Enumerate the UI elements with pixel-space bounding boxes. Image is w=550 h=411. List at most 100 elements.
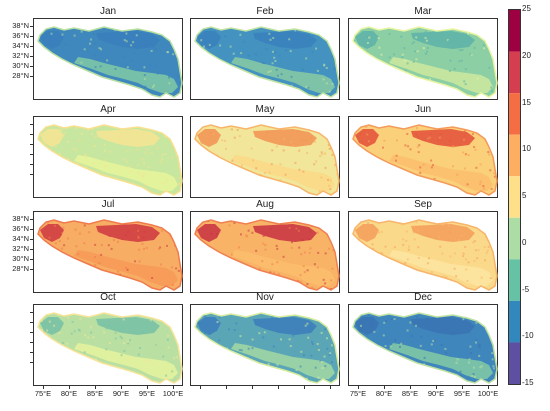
texture-speck	[353, 39, 355, 42]
lat-tick	[30, 46, 33, 47]
texture-speck	[379, 380, 382, 382]
south-region	[389, 155, 493, 191]
texture-speck	[471, 133, 474, 136]
texture-speck	[94, 66, 97, 69]
texture-speck	[127, 143, 130, 146]
texture-speck	[98, 47, 101, 50]
texture-speck	[386, 75, 389, 78]
texture-speck	[224, 139, 226, 142]
texture-speck	[321, 153, 324, 156]
texture-speck	[222, 357, 225, 360]
colorbar-segment	[509, 300, 520, 343]
texture-speck	[388, 186, 391, 189]
lon-tick-label: 100°E	[477, 389, 499, 398]
texture-speck	[180, 155, 182, 157]
lon-tick-label: 95°E	[138, 389, 156, 398]
texture-speck	[271, 149, 274, 152]
texture-speck	[340, 257, 341, 259]
texture-speck	[238, 135, 241, 138]
texture-speck	[210, 368, 213, 370]
texture-speck	[43, 31, 46, 34]
texture-speck	[459, 49, 462, 52]
map-panel-jun: Jun	[348, 104, 498, 198]
texture-speck	[425, 39, 428, 42]
texture-speck	[47, 371, 50, 374]
texture-speck	[156, 72, 159, 75]
texture-speck	[441, 279, 444, 282]
texture-speck	[292, 145, 295, 147]
texture-speck	[377, 172, 380, 175]
texture-speck	[391, 379, 394, 382]
texture-speck	[325, 82, 328, 85]
texture-speck	[59, 129, 62, 132]
texture-speck	[393, 92, 396, 95]
texture-speck	[449, 140, 452, 142]
texture-speck	[94, 279, 97, 282]
texture-speck	[418, 79, 421, 82]
texture-speck	[437, 139, 440, 142]
texture-speck	[322, 117, 324, 119]
texture-speck	[432, 212, 434, 214]
texture-speck	[227, 92, 230, 95]
texture-speck	[261, 277, 263, 280]
texture-speck	[141, 158, 143, 161]
colorbar-segment	[509, 93, 520, 135]
texture-speck	[172, 53, 175, 56]
texture-speck	[276, 247, 279, 250]
texture-speck	[66, 260, 69, 263]
texture-speck	[430, 343, 433, 346]
texture-speck	[224, 66, 227, 69]
texture-speck	[476, 257, 479, 260]
lon-tick-label: 90°E	[112, 389, 130, 398]
texture-speck	[390, 216, 392, 218]
texture-speck	[326, 31, 329, 34]
texture-speck	[303, 271, 306, 274]
plateau-map	[194, 312, 340, 384]
plateau-map	[194, 117, 340, 196]
texture-speck	[472, 121, 474, 123]
texture-speck	[441, 252, 444, 255]
texture-speck	[141, 176, 144, 178]
texture-speck	[400, 35, 403, 38]
texture-speck	[445, 185, 447, 188]
texture-speck	[426, 324, 429, 327]
texture-speck	[145, 19, 147, 21]
texture-speck	[298, 246, 301, 249]
texture-speck	[439, 309, 441, 311]
texture-speck	[335, 138, 338, 141]
texture-speck	[360, 58, 363, 61]
texture-speck	[273, 271, 276, 274]
texture-speck	[406, 258, 409, 261]
texture-speck	[466, 280, 469, 282]
texture-speck	[387, 216, 389, 218]
panel-title: Apr	[100, 104, 116, 115]
texture-speck	[377, 37, 380, 40]
colorbar-tick-label: -5	[522, 284, 530, 294]
texture-speck	[299, 365, 302, 368]
texture-speck	[46, 192, 49, 195]
texture-speck	[251, 231, 254, 234]
texture-speck	[231, 94, 234, 97]
texture-speck	[470, 220, 473, 221]
texture-speck	[78, 232, 81, 235]
texture-speck	[114, 331, 117, 334]
texture-speck	[470, 53, 473, 56]
texture-speck	[34, 285, 36, 287]
texture-speck	[195, 250, 196, 252]
map-frame	[190, 304, 340, 386]
texture-speck	[50, 156, 52, 159]
texture-speck	[271, 263, 274, 266]
texture-speck	[491, 358, 494, 361]
texture-speck	[93, 42, 96, 45]
texture-speck	[452, 313, 455, 315]
texture-speck	[141, 242, 144, 245]
texture-speck	[380, 230, 383, 233]
map-frame	[348, 211, 498, 293]
texture-speck	[269, 38, 272, 41]
texture-speck	[183, 91, 184, 93]
texture-speck	[494, 31, 497, 34]
texture-speck	[299, 280, 302, 283]
texture-speck	[70, 332, 73, 335]
texture-speck	[203, 74, 206, 77]
texture-speck	[430, 166, 433, 169]
